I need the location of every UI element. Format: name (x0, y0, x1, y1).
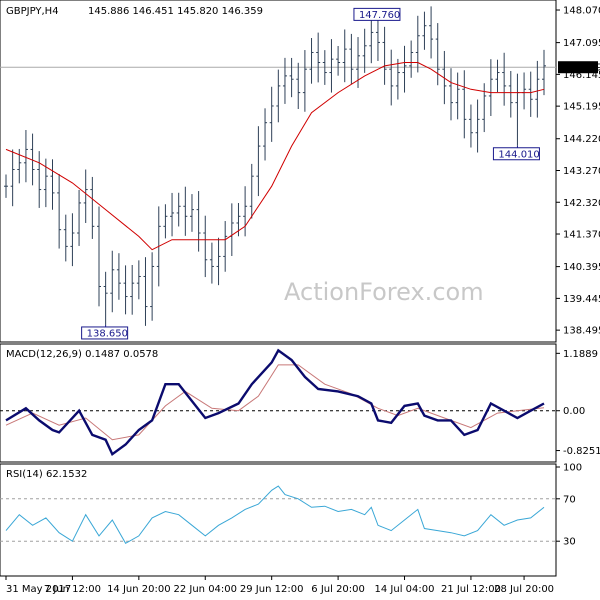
x-tick-label: 21 Jul 12:00 (441, 584, 501, 595)
current-price-box (558, 61, 598, 74)
y-tick-label: 145.195 (563, 102, 600, 113)
y-tick-label: 138.495 (563, 326, 600, 337)
y-tick-label: 0.00 (563, 406, 585, 417)
macd-title: MACD(12,26,9) 0.1487 0.0578 (6, 349, 158, 360)
watermark: ActionForex.com (284, 278, 484, 306)
x-tick-label: 22 Jun 04:00 (173, 584, 237, 595)
y-tick-label: 147.095 (563, 38, 600, 49)
rsi-panel: RSI(14) 62.1532 100 70 30 (0, 463, 582, 577)
price-axis: 148.070 147.095 146.145 145.195 144.220 143.2… (556, 6, 600, 337)
annotation-box (353, 7, 401, 21)
annotation-label: 147.760 (359, 10, 400, 21)
y-tick-label: 141.370 (563, 230, 600, 241)
price-annotations: 147.760 144.010 138.650 (81, 7, 540, 340)
rsi-axis: 100 70 30 (556, 463, 582, 548)
x-tick-label: 14 Jun 20:00 (107, 584, 171, 595)
annotation-box (81, 326, 129, 340)
rsi-levels (0, 498, 556, 542)
y-tick-label: -0.8251 (563, 446, 600, 457)
annotation-label: 138.650 (87, 328, 128, 339)
price-panel: ActionForex.com GBPJPY,H4 145.886 146.45… (0, 0, 600, 343)
x-tick-label: 28 Jul 20:00 (494, 584, 554, 595)
x-tick-label: 6 Jul 20:00 (311, 584, 365, 595)
x-tick-label: 7 Jun 12:00 (44, 584, 101, 595)
rsi-line (5, 485, 545, 544)
x-tick-label: 31 May 2017 (6, 584, 71, 595)
price-title: GBPJPY,H4 (6, 6, 59, 17)
rsi-title: RSI(14) 62.1532 (6, 469, 87, 480)
macd-main-line (5, 348, 545, 457)
y-tick-label: 100 (563, 463, 582, 474)
y-tick-label: 143.270 (563, 166, 600, 177)
macd-axis: 1.1889 0.00 -0.8251 (556, 349, 600, 457)
price-marks (4, 6, 546, 326)
x-tick-label: 29 Jun 12:00 (240, 584, 304, 595)
y-tick-label: 1.1889 (563, 349, 598, 360)
y-tick-label: 140.395 (563, 262, 600, 273)
annotation-box (492, 147, 540, 161)
y-tick-label: 70 (563, 494, 576, 505)
y-tick-label: 30 (563, 537, 576, 548)
annotation-label: 144.010 (498, 149, 539, 160)
y-tick-label: 142.320 (563, 198, 600, 209)
y-tick-label: 146.145 (563, 70, 600, 81)
macd-panel-frame (0, 343, 557, 463)
y-tick-label: 144.220 (563, 134, 600, 145)
moving-average-line (5, 62, 545, 251)
price-panel-frame (0, 0, 557, 343)
rsi-panel-frame (0, 463, 557, 577)
current-price-label: 146.359 (561, 63, 600, 74)
y-tick-label: 148.070 (563, 6, 600, 17)
y-tick-label: 139.445 (563, 294, 600, 305)
macd-panel: MACD(12,26,9) 0.1487 0.0578 1.1889 0.00 -0… (0, 343, 600, 463)
x-tick-label: 14 Jul 04:00 (375, 584, 435, 595)
price-header-values: 145.886 146.451 145.820 146.359 (88, 6, 263, 17)
